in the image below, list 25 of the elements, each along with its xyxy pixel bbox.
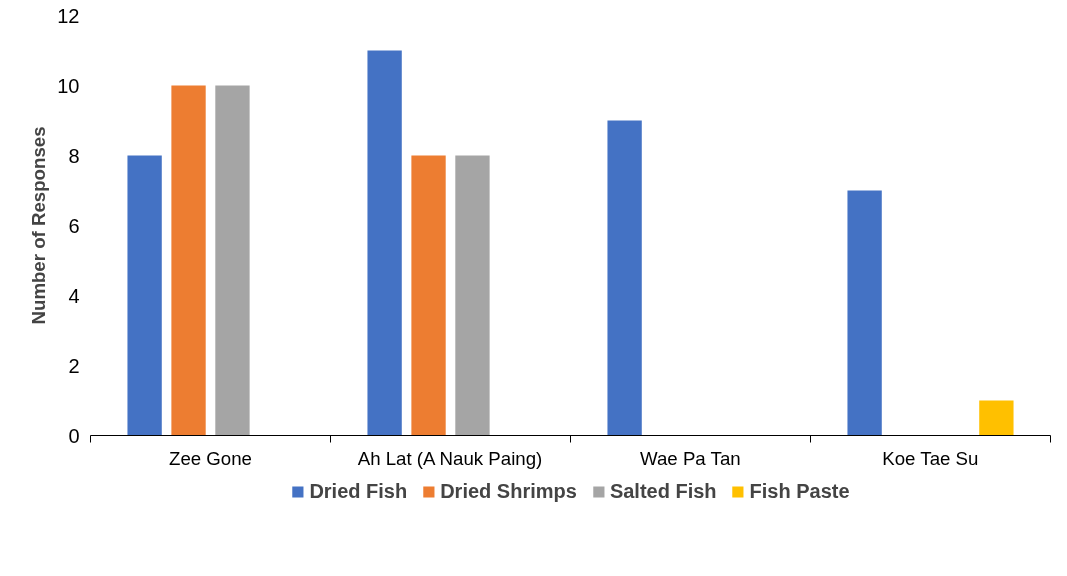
bar (171, 85, 206, 436)
x-tick-label: Wae Pa Tan (640, 447, 741, 469)
x-tick-label: Zee Gone (169, 447, 252, 469)
bar (979, 400, 1014, 436)
bar (411, 155, 446, 436)
legend-label: Salted Fish (609, 479, 717, 503)
legend-label: Fish Paste (749, 479, 850, 503)
y-axis-title: Number of Responses (28, 126, 50, 325)
bar (127, 155, 162, 436)
bar (607, 120, 642, 436)
y-tick-label: 8 (68, 144, 80, 167)
y-tick-label: 6 (68, 214, 80, 237)
x-tick-label: Ah Lat (A Nauk Paing) (357, 447, 543, 469)
bar (367, 50, 402, 436)
bar (215, 85, 250, 436)
x-tick-label: Koe Tae Su (882, 447, 979, 469)
bar (847, 190, 882, 436)
y-tick-label: 10 (57, 74, 80, 97)
y-tick-label: 4 (68, 284, 80, 307)
y-tick-label: 0 (68, 424, 80, 447)
y-tick-label: 2 (68, 354, 80, 377)
bar (455, 155, 490, 436)
y-tick-label: 12 (57, 4, 80, 27)
legend-label: Dried Shrimps (440, 479, 577, 503)
legend-label: Dried Fish (309, 479, 408, 503)
